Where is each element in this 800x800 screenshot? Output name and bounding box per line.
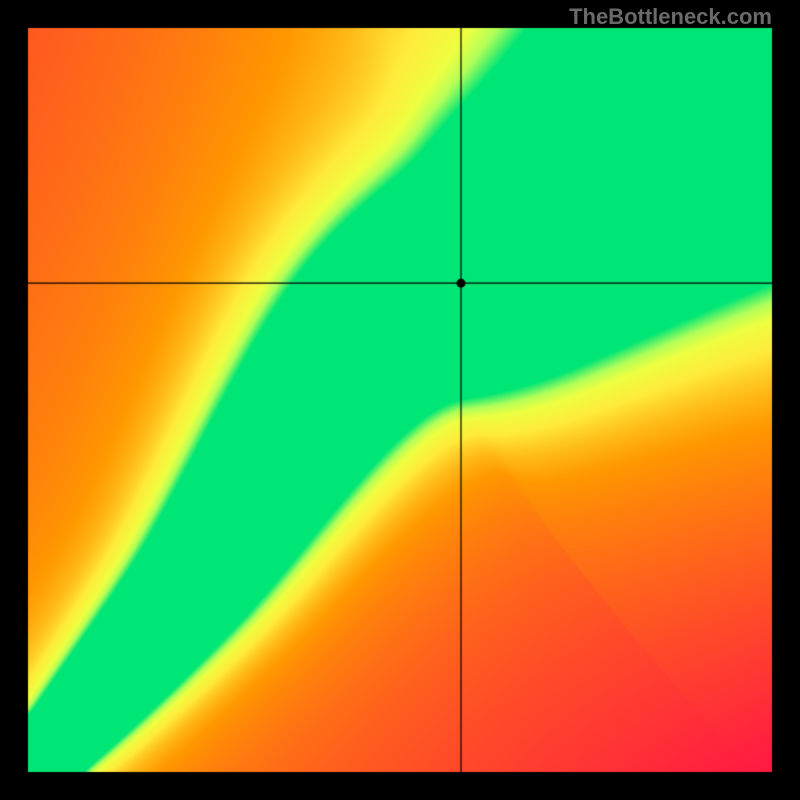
watermark-text: TheBottleneck.com bbox=[569, 4, 772, 30]
heatmap-canvas bbox=[0, 0, 800, 800]
